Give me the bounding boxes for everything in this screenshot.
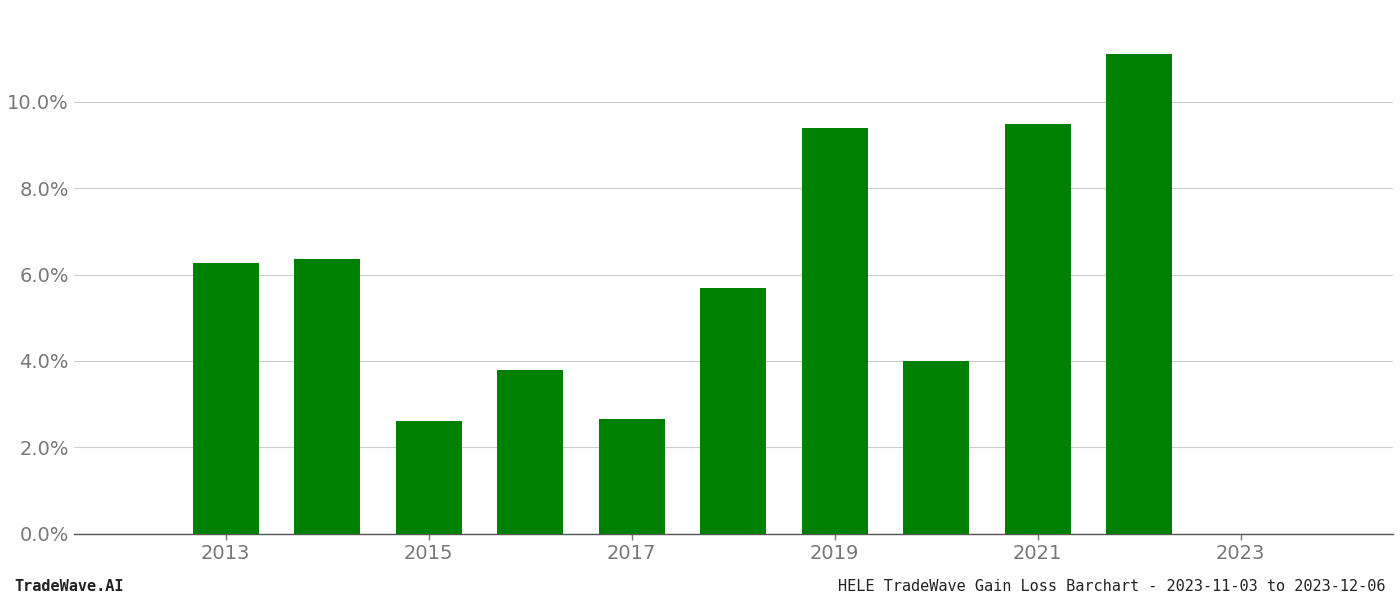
Bar <box>903 361 969 533</box>
Text: HELE TradeWave Gain Loss Barchart - 2023-11-03 to 2023-12-06: HELE TradeWave Gain Loss Barchart - 2023… <box>839 579 1386 594</box>
Bar <box>1005 124 1071 533</box>
Bar <box>1106 55 1172 533</box>
Text: TradeWave.AI: TradeWave.AI <box>14 579 123 594</box>
Bar <box>700 287 766 533</box>
Bar <box>802 128 868 533</box>
Bar <box>396 421 462 533</box>
Bar <box>497 370 563 533</box>
Bar <box>599 419 665 533</box>
Bar <box>294 259 360 533</box>
Bar <box>193 263 259 533</box>
